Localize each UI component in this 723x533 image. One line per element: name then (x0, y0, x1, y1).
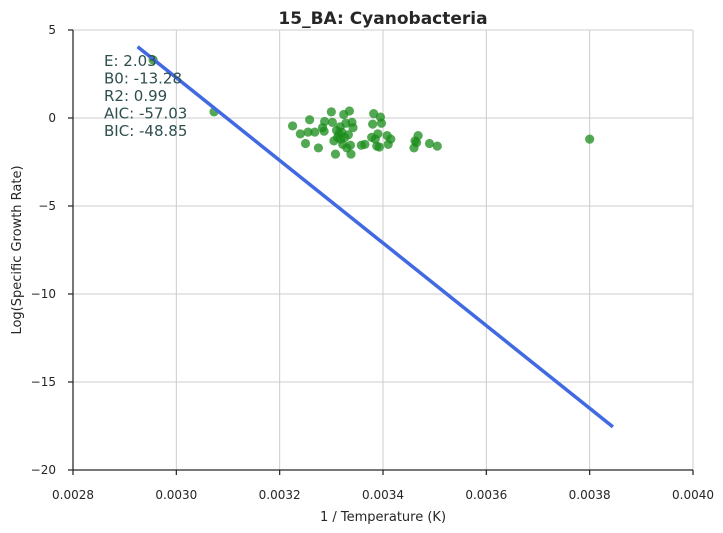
x-axis-label: 1 / Temperature (K) (320, 510, 446, 525)
data-point (343, 130, 353, 140)
data-point (373, 129, 383, 139)
data-point (344, 106, 355, 116)
x-tick-label: 0.0040 (672, 488, 714, 502)
x-tick-label: 0.0036 (465, 488, 507, 502)
data-point (313, 143, 324, 153)
fit-annotation: BIC: -48.85 (104, 122, 187, 140)
data-points (148, 55, 595, 159)
data-point (330, 149, 341, 159)
fit-line-layer (136, 45, 615, 429)
data-point (346, 149, 356, 159)
data-point (303, 127, 313, 137)
data-point (300, 138, 311, 149)
data-point (413, 131, 423, 141)
fit-annotation: E: 2.03 (104, 52, 157, 70)
y-tick-label: −20 (31, 463, 56, 477)
y-axis-label: Log(Specific Growth Rate) (10, 165, 25, 334)
fit-annotation: R2: 0.99 (104, 87, 167, 105)
data-point (326, 107, 336, 117)
x-tick-label: 0.0038 (569, 488, 611, 502)
data-point (305, 115, 315, 125)
data-point (327, 117, 337, 127)
data-point (345, 140, 356, 150)
data-point (368, 119, 378, 129)
axes-spines (68, 29, 694, 475)
y-tick-label: −10 (31, 287, 56, 301)
x-tick-label: 0.0034 (362, 488, 404, 502)
x-tick-label: 0.0032 (259, 488, 301, 502)
y-tick-label: −15 (31, 375, 56, 389)
data-point (295, 129, 305, 139)
data-point (585, 134, 595, 144)
y-tick-label: 5 (48, 23, 56, 37)
chart-title: 15_BA: Cyanobacteria (278, 9, 487, 29)
data-point (374, 142, 384, 152)
x-tick-label: 0.0030 (155, 488, 197, 502)
data-point (360, 139, 370, 149)
y-tick-label: −5 (38, 199, 56, 213)
data-point (424, 138, 435, 149)
data-point (319, 126, 329, 136)
tick-labels: 0.0028 0.0030 0.0032 0.0034 0.0036 0.0038 0.00… (31, 23, 714, 502)
x-tick-label: 0.0028 (52, 488, 94, 502)
data-point (376, 118, 387, 128)
data-point (386, 134, 396, 144)
fit-annotation: AIC: -57.03 (104, 105, 187, 123)
data-point (287, 121, 298, 131)
data-point (432, 141, 442, 151)
data-point (320, 116, 330, 127)
data-point (348, 123, 358, 133)
data-point (411, 138, 422, 148)
y-tick-label: 0 (48, 111, 56, 125)
fit-line (136, 45, 615, 429)
fit-annotation: B0: -13.28 (104, 70, 182, 88)
data-point (310, 127, 320, 137)
